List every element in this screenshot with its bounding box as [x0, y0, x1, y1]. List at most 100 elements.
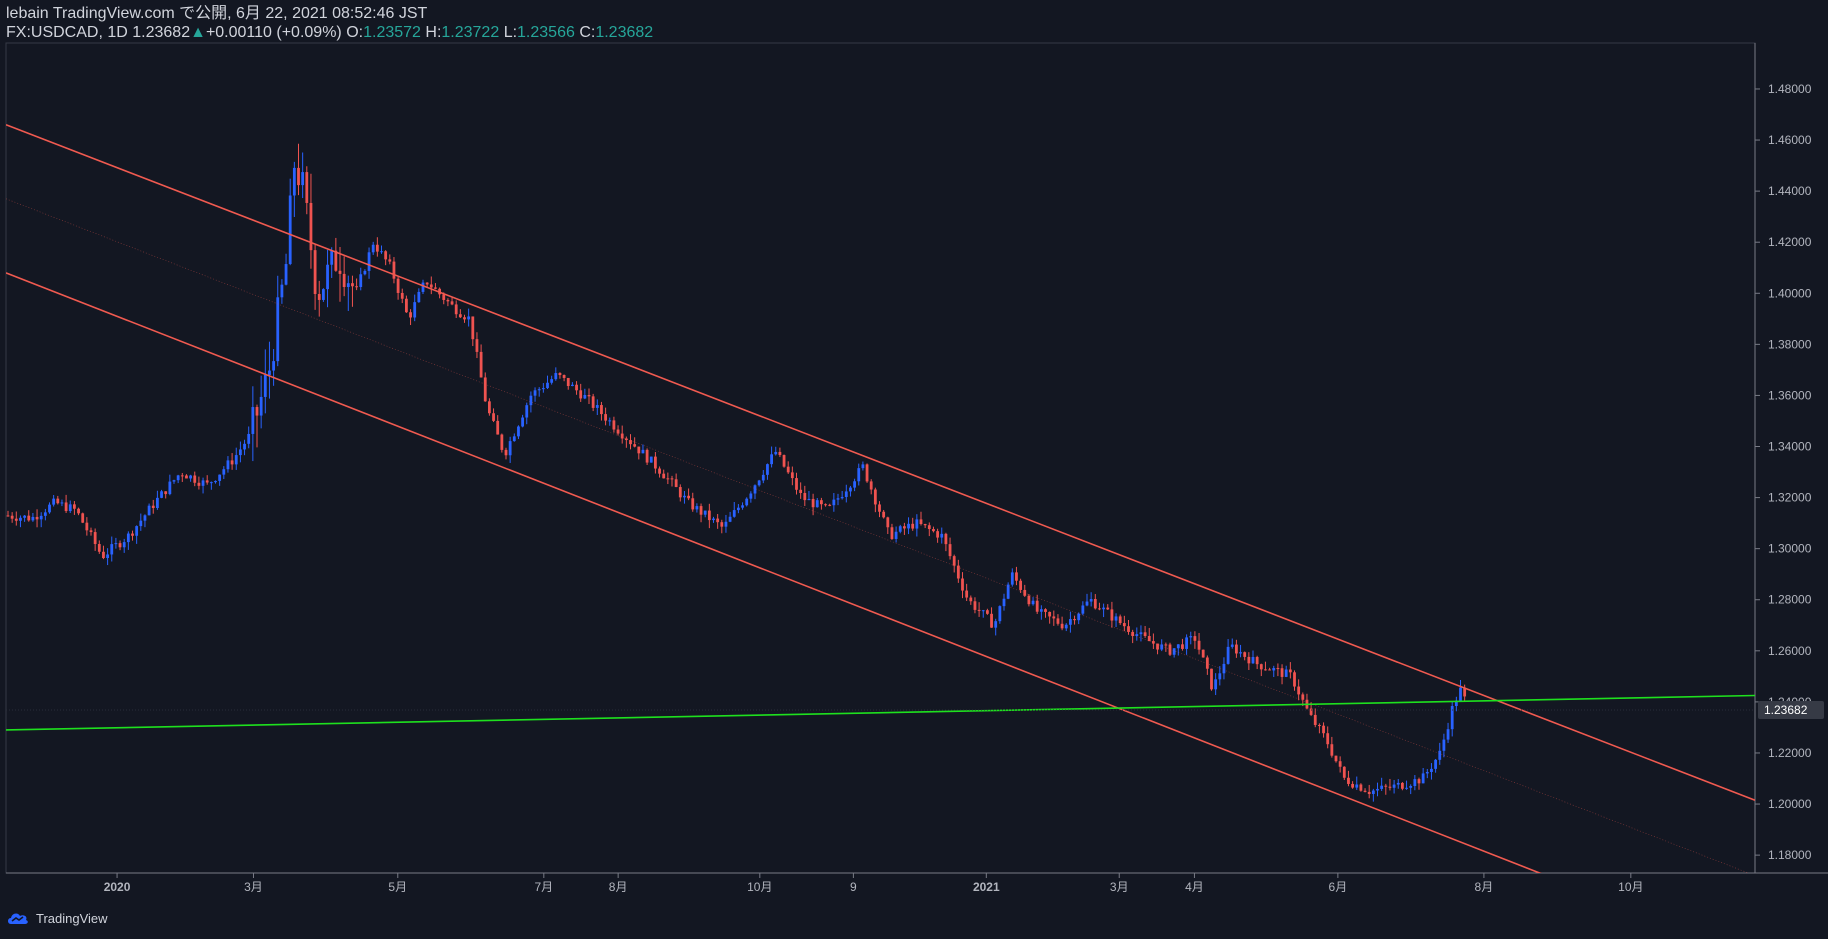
candle-up	[529, 395, 533, 406]
candle-up	[583, 395, 587, 399]
candle-up	[189, 475, 192, 479]
candle-down	[405, 298, 408, 313]
candle-down	[1027, 595, 1031, 605]
candle-down	[205, 480, 209, 483]
candle-down	[500, 434, 504, 450]
candle-down	[97, 544, 101, 552]
candle-down	[1073, 619, 1076, 621]
candle-down	[1301, 694, 1305, 700]
candle-up	[218, 474, 222, 481]
price-axis[interactable]: 1.48000 1.46000 1.44000 1.42000 1.40000 1.380…	[6, 82, 1824, 862]
candle-up	[525, 405, 529, 418]
candle-up	[172, 480, 176, 482]
candle-up	[732, 510, 736, 517]
open-label: O:	[346, 24, 364, 41]
candle-down	[1243, 652, 1247, 657]
candle-down	[1338, 761, 1342, 767]
time-tick-label: 7月	[534, 880, 553, 894]
candle-down	[1106, 607, 1110, 610]
candle-up	[1413, 779, 1417, 787]
candle-up	[1459, 687, 1462, 701]
time-axis[interactable]: 2020 3月 5月 7月 8月 10月 9 2021 3月 4月 6月 8月 10月	[104, 873, 1644, 894]
candle-up	[346, 283, 350, 288]
price-tick-label: 1.32000	[1768, 491, 1812, 505]
candle-up	[571, 384, 574, 387]
candle-down	[102, 551, 105, 559]
candle-down	[1056, 618, 1060, 624]
candle-down	[882, 511, 886, 518]
candle-up	[521, 417, 524, 427]
candle-up	[998, 606, 1002, 622]
candle-down	[820, 500, 823, 505]
candle-down	[35, 516, 39, 520]
candle-down	[678, 487, 682, 498]
candle-up	[940, 533, 944, 538]
candle-down	[1351, 783, 1354, 788]
candle-up	[1226, 646, 1230, 664]
candle-down	[392, 261, 396, 279]
candle-up	[239, 449, 242, 456]
candle-up	[467, 316, 471, 320]
candle-up	[234, 455, 238, 465]
candle-down	[1384, 785, 1388, 787]
candle-up	[649, 456, 653, 463]
ohlc-line: FX:USDCAD, 1D 1.23682▲+0.00110 (+0.09%) …	[6, 23, 653, 42]
candle-down	[932, 529, 935, 532]
candle-up	[60, 502, 64, 504]
candle-down	[1330, 744, 1334, 756]
candle-up	[1139, 632, 1143, 635]
candle-down	[1164, 644, 1168, 646]
candle-up	[1409, 786, 1413, 788]
candle-down	[1293, 672, 1296, 687]
candle-down	[297, 167, 300, 186]
candle-down	[317, 294, 321, 300]
candle-down	[1210, 668, 1213, 690]
candle-up	[1002, 598, 1006, 607]
candle-down	[313, 250, 317, 295]
candle-up	[43, 512, 47, 516]
candle-down	[1098, 608, 1101, 610]
candle-down	[604, 414, 607, 421]
candle-up	[550, 379, 554, 383]
candle-down	[1309, 708, 1313, 715]
candle-down	[496, 420, 500, 435]
candle-down	[1255, 657, 1259, 665]
tradingview-logo[interactable]: TradingView	[6, 910, 108, 926]
candle-down	[903, 526, 906, 529]
price-tick-label: 1.38000	[1768, 337, 1812, 351]
candles-layer	[6, 143, 1467, 802]
candle-down	[687, 495, 690, 499]
candle-up	[1085, 601, 1089, 606]
candle-down	[442, 294, 446, 300]
candle-up	[898, 526, 902, 532]
candle-down	[674, 479, 678, 488]
candle-up	[737, 507, 740, 511]
candle-up	[844, 491, 848, 497]
price-tick-label: 1.44000	[1768, 184, 1812, 198]
candle-down	[197, 482, 201, 486]
candle-down	[479, 351, 483, 378]
candle-up	[226, 460, 230, 470]
price-tick-label: 1.42000	[1768, 235, 1812, 249]
candle-down	[919, 519, 923, 525]
time-tick-label: 2021	[973, 880, 1000, 894]
candle-down	[230, 460, 234, 465]
candle-up	[359, 274, 363, 287]
candle-down	[936, 531, 939, 538]
candle-up	[1135, 634, 1139, 637]
candle-down	[1193, 636, 1197, 641]
time-tick-label: 5月	[388, 880, 407, 894]
candle-down	[1401, 782, 1404, 789]
candle-down	[1060, 623, 1064, 629]
price-tick-label: 1.48000	[1768, 82, 1812, 96]
up-triangle-icon: ▲	[190, 24, 206, 41]
candle-up	[135, 526, 139, 536]
candle-down	[1019, 580, 1022, 590]
candle-up	[326, 264, 329, 290]
candle-up	[712, 518, 715, 521]
chart-header: lebain TradingView.com で公開, 6月 22, 2021 …	[6, 4, 653, 42]
candle-up	[1380, 785, 1384, 789]
high-label: H:	[425, 24, 442, 41]
candle-down	[118, 543, 122, 548]
